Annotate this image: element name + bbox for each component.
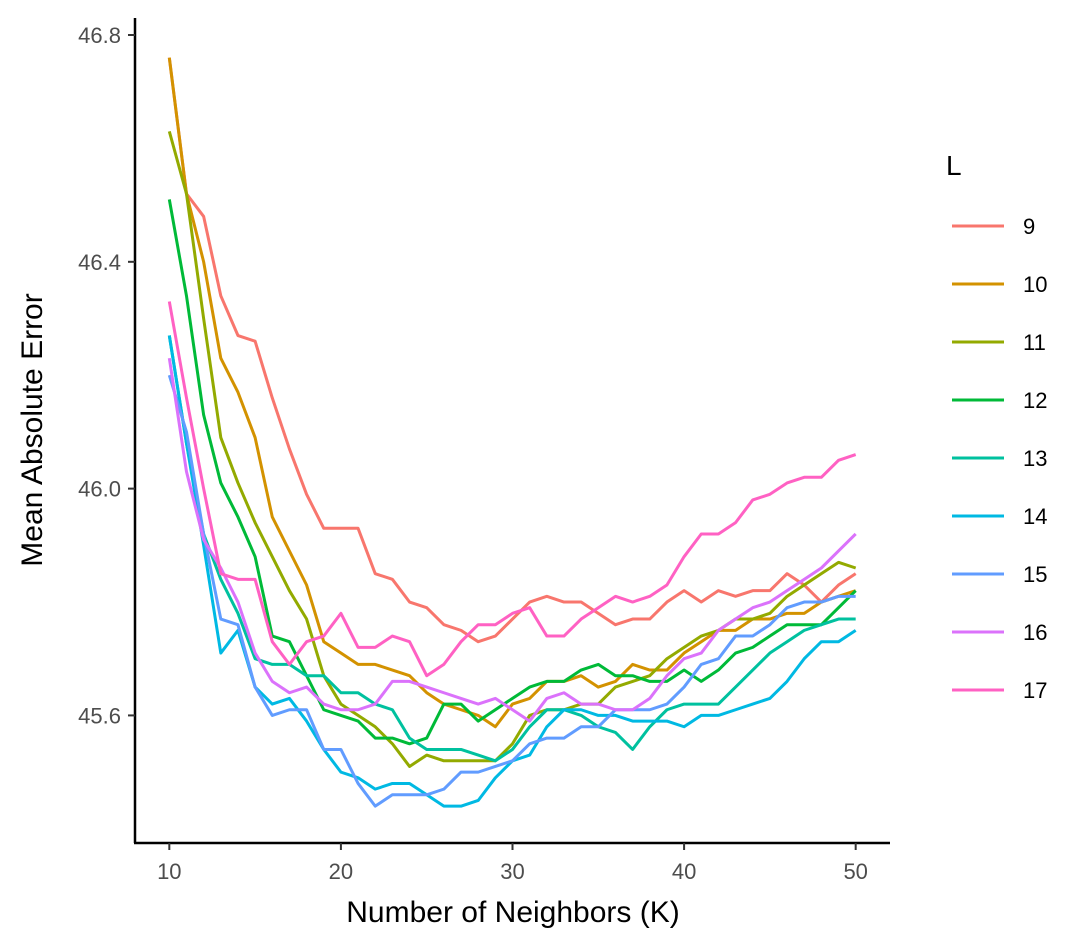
legend-item-L16: 16 [952,620,1047,645]
legend-label: 12 [1023,388,1047,413]
series-line-L16 [167,357,857,723]
x-axis-title: Number of Neighbors (K) [346,896,679,929]
series-line-L9 [167,57,857,644]
legend-item-L9: 9 [952,214,1035,239]
y-tick-label: 46.4 [78,250,121,275]
x-tick-label: 40 [672,859,696,884]
series-line-L13 [167,335,856,763]
legend-label: 10 [1023,272,1047,297]
series-line-L10 [167,57,857,729]
legend: L 9 10 11 12 13 14 15 16 17 [946,150,1047,703]
legend-item-L15: 15 [952,562,1047,587]
legend-label: 15 [1023,562,1047,587]
axes [133,18,890,845]
series-line-L17 [167,301,857,678]
series-lines [167,57,857,808]
x-tick-label: 30 [500,859,524,884]
ticks: 10 20 30 40 50 45.6 46.0 46.4 46.8 [78,23,868,884]
legend-label: 17 [1023,678,1047,703]
legend-title: L [946,150,962,181]
legend-label: 16 [1023,620,1047,645]
y-tick-label: 45.6 [78,703,121,728]
legend-item-L10: 10 [952,272,1047,297]
x-tick-label: 20 [329,859,353,884]
legend-label: 13 [1023,446,1047,471]
legend-label: 11 [1023,330,1046,355]
legend-item-L11: 11 [952,330,1046,355]
series-line-L14 [167,335,857,808]
y-tick-label: 46.8 [78,23,121,48]
legend-label: 9 [1023,214,1035,239]
series-line-L11 [167,131,857,768]
legend-item-L12: 12 [952,388,1047,413]
legend-item-L17: 17 [952,678,1047,703]
y-tick-label: 46.0 [78,477,121,502]
series-line-L12 [167,199,857,746]
x-tick-label: 50 [843,859,867,884]
legend-item-L13: 13 [952,446,1047,471]
legend-label: 14 [1023,504,1047,529]
x-tick-label: 10 [157,859,181,884]
y-axis-title: Mean Absolute Error [16,293,49,566]
legend-item-L14: 14 [952,504,1047,529]
series-line-L15 [167,374,856,808]
